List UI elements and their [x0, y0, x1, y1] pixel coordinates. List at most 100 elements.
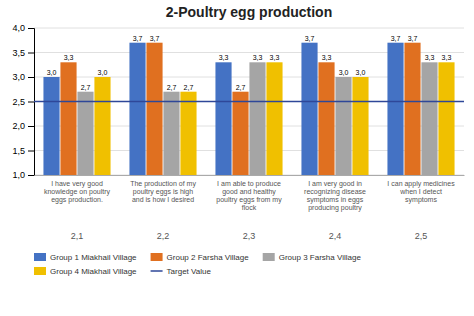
tick-label: 1,5: [12, 146, 25, 156]
category-number: 2,4: [329, 231, 342, 241]
category-label-line: knowledge on poultry: [44, 188, 111, 196]
y-tick: 2,0: [12, 121, 34, 131]
bar: [352, 77, 368, 175]
y-tick: 1,0: [12, 170, 34, 180]
category-label-line: when I detect: [399, 188, 442, 195]
legend-swatch: [263, 253, 275, 261]
x-tick: I can apply medicineswhen I detectsympto…: [387, 180, 455, 204]
legend-item: Group 4 Miakhail Village: [34, 267, 137, 276]
bar-series: [43, 43, 403, 175]
data-label: 2,7: [81, 84, 91, 91]
data-label: 3,0: [47, 69, 57, 76]
category-label-line: producing poultry: [308, 204, 362, 212]
x-axis: I have very goodknowledge on poultryeggs…: [35, 176, 465, 213]
data-label: 3,3: [442, 54, 452, 61]
tick-mark: [28, 77, 34, 78]
tick-label: 4,0: [12, 23, 25, 33]
category-label-line: flock: [242, 204, 257, 211]
category-number: 2,3: [243, 231, 256, 241]
data-label: 3,7: [150, 35, 160, 42]
data-label: 2,7: [184, 84, 194, 91]
data-label: 3,7: [305, 35, 315, 42]
bar: [232, 92, 248, 175]
category-number: 2,2: [157, 231, 170, 241]
axis-line: [28, 29, 35, 176]
category-label-line: The production of my: [130, 180, 196, 188]
bar: [249, 62, 265, 175]
category-label-line: I am able to produce: [217, 180, 281, 188]
legend-label: Target Value: [167, 267, 212, 276]
category-label: I am able to producegood and healthypoul…: [216, 180, 282, 211]
bar: [215, 62, 231, 175]
y-tick: 1,5: [12, 146, 34, 156]
y-tick: 4,0: [12, 23, 34, 33]
category-number: 2,1: [71, 231, 84, 241]
data-label: 3,0: [339, 69, 349, 76]
title: 2-Poultry egg production: [166, 4, 332, 20]
category-label-line: recognizing disease: [304, 188, 366, 196]
legend-label: Group 1 Miakhail Village: [50, 253, 137, 262]
data-label: 3,3: [219, 54, 229, 61]
chart: 2-Poultry egg production 1,0 1,5 2,0 2,5 3,0 3…: [0, 0, 474, 316]
data-label: 2,7: [236, 84, 246, 91]
data-label: 3,7: [391, 35, 401, 42]
bar: [146, 43, 162, 175]
bar: [94, 77, 110, 175]
category-label-line: and is how I desired: [132, 196, 194, 203]
legend-swatch: [151, 253, 163, 261]
category-label: The production of mypoultry eggs is high…: [130, 180, 196, 203]
bar-series: [60, 43, 420, 175]
tick-label: 2,0: [12, 121, 25, 131]
category-label: I am very good inrecognizing diseasesymp…: [304, 180, 366, 212]
tick-label: 1,0: [12, 170, 25, 180]
tick-mark: [28, 28, 34, 29]
annotations: 2,12,22,32,42,5: [71, 231, 428, 241]
category-label-line: symptoms: [405, 196, 437, 204]
legend-swatch: [34, 267, 46, 275]
bar: [387, 43, 403, 175]
x-tick: The production of mypoultry eggs is high…: [130, 180, 196, 203]
tick-mark: [28, 53, 34, 54]
data-label: 3,0: [356, 69, 366, 76]
data-label: 3,3: [253, 54, 263, 61]
tick-mark: [28, 126, 34, 127]
tick-label: 3,5: [12, 48, 25, 58]
category-label-line: symptoms in eggs: [307, 196, 364, 204]
data-label: 3,0: [98, 69, 108, 76]
grid-line: [34, 28, 464, 29]
category-label: I have very goodknowledge on poultryeggs…: [44, 180, 111, 204]
bar: [318, 62, 334, 175]
x-tick: I am very good inrecognizing diseasesymp…: [304, 180, 366, 212]
category-label-line: I can apply medicines: [387, 180, 455, 188]
category-label-line: eggs production.: [51, 196, 103, 204]
category-label-line: good and healthy: [222, 188, 276, 196]
legend-label: Group 3 Farsha Village: [279, 253, 362, 262]
data-label: 3,7: [133, 35, 143, 42]
data-labels: 3,03,73,33,73,73,33,72,73,33,72,72,73,33…: [47, 35, 452, 91]
category-label-line: I am very good in: [308, 180, 362, 188]
legend-item: Group 1 Miakhail Village: [34, 253, 137, 262]
y-tick: 3,0: [12, 72, 34, 82]
legend-label: Group 4 Miakhail Village: [50, 267, 137, 276]
y-axis: 1,0 1,5 2,0 2,5 3,0 3,5 4,0: [12, 23, 34, 180]
grid-line: [34, 101, 464, 102]
bar: [129, 43, 145, 175]
y-tick: 2,5: [12, 97, 34, 107]
data-label: 2,7: [167, 84, 177, 91]
legend-label: Group 2 Farsha Village: [167, 253, 250, 262]
bar: [421, 62, 437, 175]
data-label: 3,3: [322, 54, 332, 61]
legend-swatch: [34, 253, 46, 261]
tick-mark: [28, 102, 34, 103]
bar: [163, 92, 179, 175]
bar-series: [94, 62, 454, 175]
axis-line: [35, 175, 465, 176]
x-tick: I am able to producegood and healthypoul…: [216, 180, 282, 211]
category-label-line: poultry eggs is high: [133, 188, 193, 196]
category-label: I can apply medicineswhen I detectsympto…: [387, 180, 455, 204]
reference-line: [34, 101, 464, 103]
legend-item: Group 3 Farsha Village: [263, 253, 362, 262]
bar: [77, 92, 93, 175]
bar: [404, 43, 420, 175]
bar: [266, 62, 282, 175]
